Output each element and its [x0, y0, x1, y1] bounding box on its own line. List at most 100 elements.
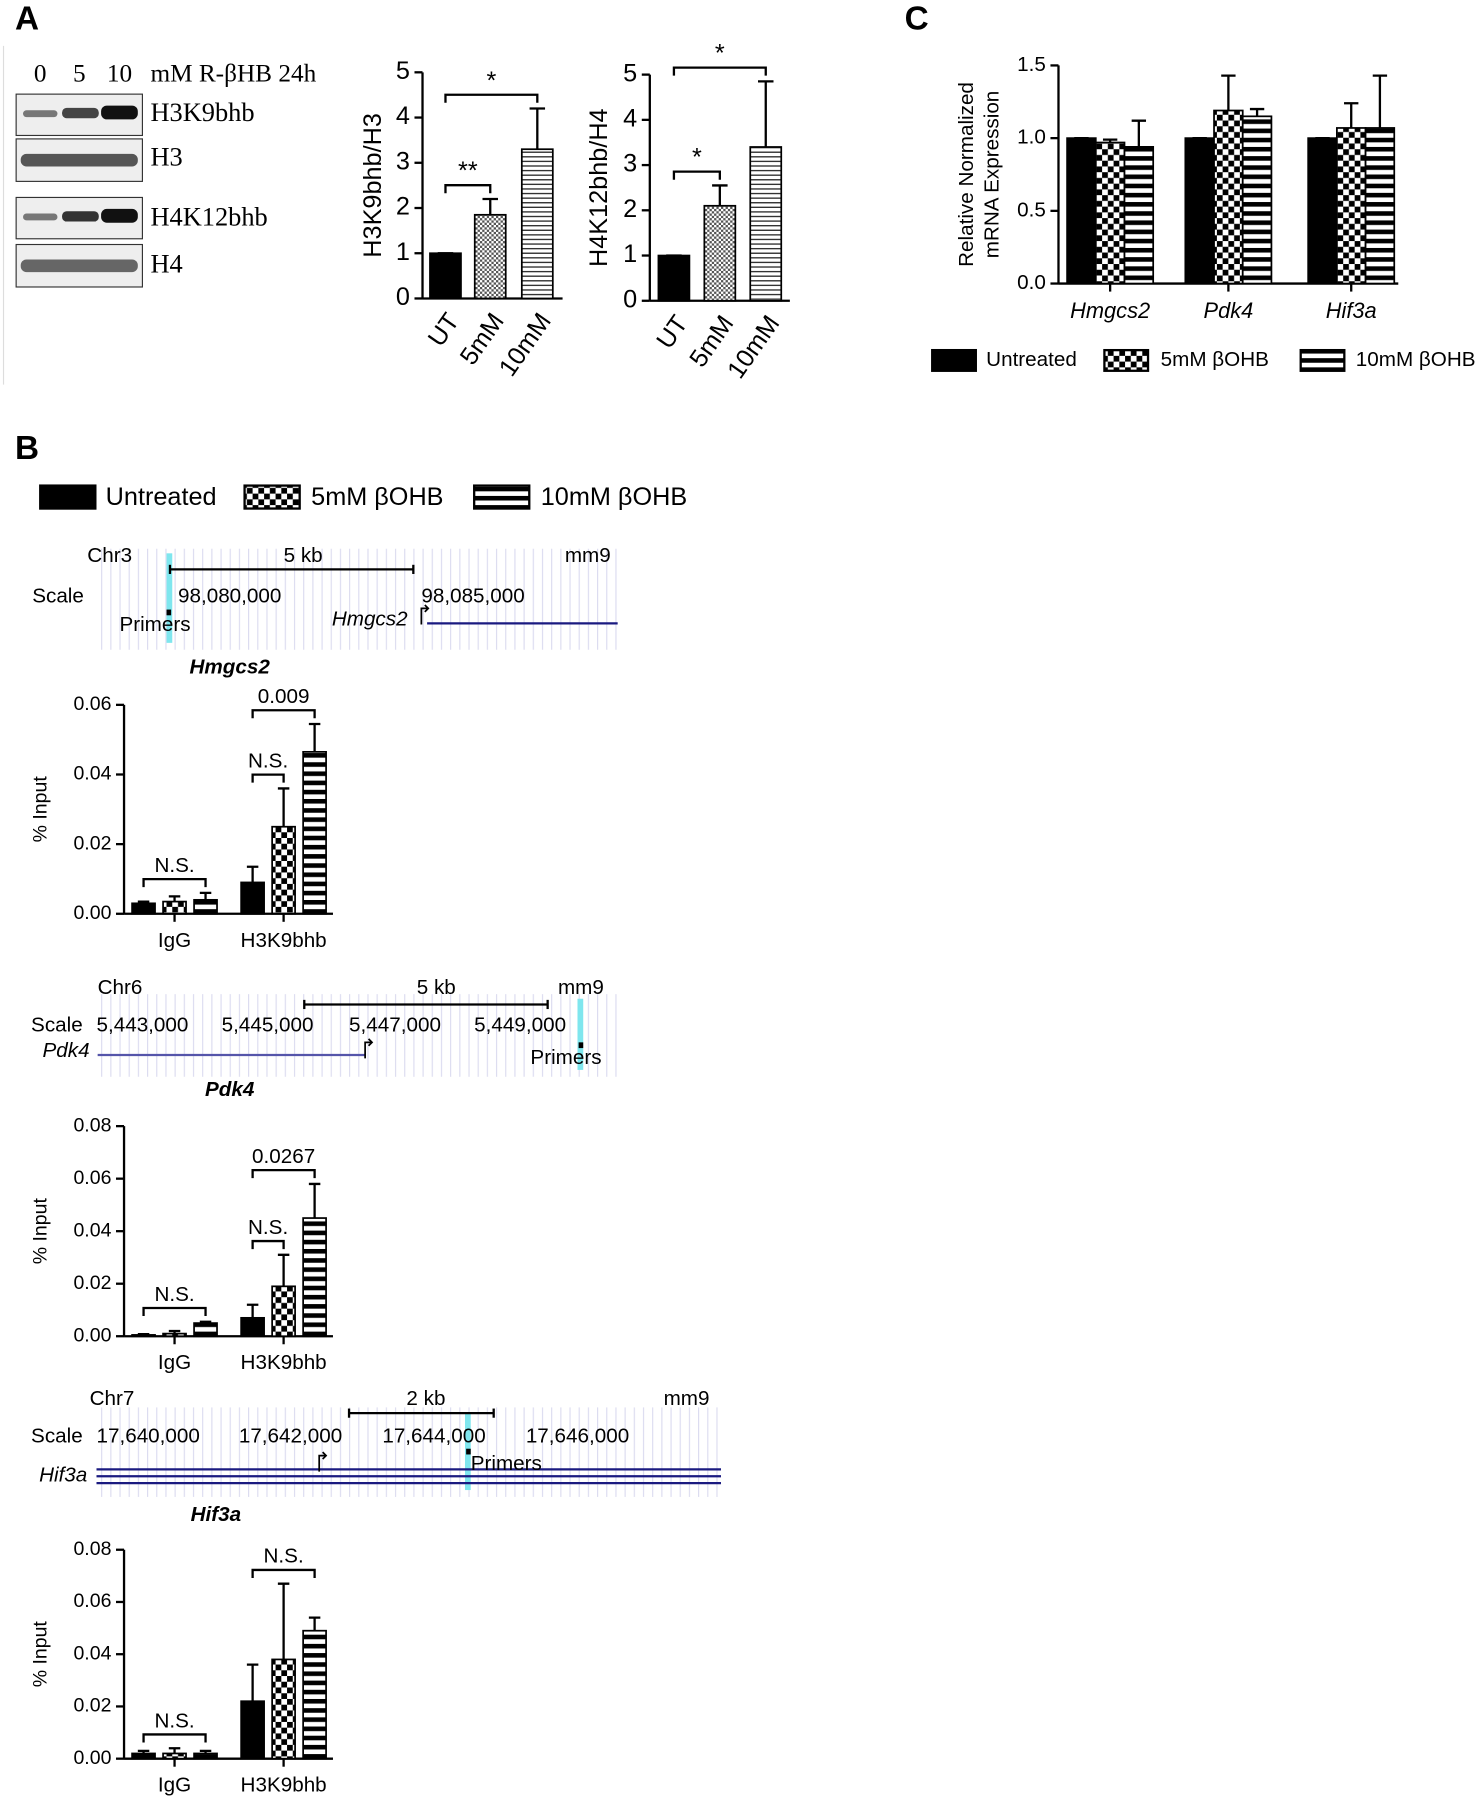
band	[62, 211, 99, 222]
primer-highlight	[577, 998, 584, 1070]
y-tick-label: 0.00	[73, 902, 111, 924]
x-tick-label: Hmgcs2	[1070, 298, 1150, 323]
primer-mark	[166, 609, 172, 616]
blot-row-label: H4K12bhb	[150, 201, 267, 231]
bar	[302, 1629, 327, 1760]
treatment-label: mM R-βHB 24h	[150, 60, 316, 88]
significance-bracket	[251, 709, 316, 719]
primers-label: Primers	[471, 1452, 542, 1475]
error-bar	[137, 1749, 150, 1754]
primers-label: Primers	[119, 613, 190, 636]
panel-label: C	[905, 0, 929, 37]
band	[23, 213, 58, 221]
coordinate: 98,085,000	[421, 584, 524, 607]
scale-label: Scale	[32, 584, 84, 607]
error-bar	[246, 865, 259, 883]
band	[23, 110, 58, 118]
x-tick-label: IgG	[158, 929, 191, 952]
bar	[193, 898, 218, 915]
assembly: mm9	[565, 544, 611, 567]
bar	[1241, 115, 1273, 285]
panel-label: A	[15, 0, 39, 37]
y-tick-label: 5	[396, 57, 410, 85]
y-tick-label: 0.04	[73, 1642, 111, 1664]
legend-swatch	[473, 484, 531, 510]
chromosome: Chr6	[98, 976, 143, 999]
legend-label: Untreated	[106, 483, 217, 511]
error-bar	[199, 891, 212, 900]
y-tick-label: 0.06	[73, 693, 111, 715]
y-axis-label: H4K12bhb/H4	[585, 108, 613, 267]
blot-row-label: H3K9bhb	[150, 97, 254, 127]
scale-bar-label: 5 kb	[417, 976, 456, 999]
primer-mark	[466, 1448, 471, 1455]
y-axis-label: Relative Normalized	[955, 82, 978, 267]
bar	[1213, 109, 1244, 285]
band	[101, 208, 138, 223]
primer-mark	[578, 1042, 584, 1049]
primer-highlight	[166, 553, 173, 643]
bar	[703, 204, 737, 302]
y-tick-label: 3	[623, 150, 637, 178]
y-tick-label: 0.02	[73, 832, 111, 854]
x-tick-label: H3K9bhb	[241, 1774, 327, 1797]
legend-swatch	[1103, 348, 1150, 372]
chart-title: Hif3a	[191, 1503, 242, 1526]
y-tick-label: 1.5	[1017, 53, 1046, 76]
error-bar	[137, 1332, 150, 1336]
error-bar	[308, 1182, 321, 1219]
error-bar	[168, 1329, 181, 1334]
y-axis-label: % Input	[30, 776, 52, 843]
error-bar	[168, 895, 181, 902]
significance-label: 0.009	[258, 685, 310, 708]
coordinate: 98,080,000	[178, 584, 281, 607]
chromosome: Chr3	[87, 544, 132, 567]
significance-label: N.S.	[248, 749, 288, 772]
track-background	[97, 548, 618, 650]
x-tick-label: Pdk4	[1204, 298, 1254, 323]
error-bar	[246, 1303, 259, 1318]
significance-label: N.S.	[248, 1216, 288, 1239]
x-tick-label: UT	[423, 308, 465, 352]
error-bar	[758, 80, 774, 147]
tss-arrow	[420, 604, 430, 625]
y-axis-label: % Input	[30, 1198, 52, 1265]
error-bar	[1344, 102, 1359, 128]
x-tick-label: IgG	[158, 1774, 191, 1797]
tss-arrow	[364, 1038, 374, 1059]
bar	[520, 148, 554, 300]
bar	[240, 1316, 265, 1338]
y-tick-label: 1	[623, 240, 637, 268]
y-tick-label: 4	[623, 105, 637, 133]
error-bar	[199, 1320, 212, 1324]
bar	[302, 750, 327, 915]
y-axis-label: % Input	[30, 1621, 52, 1688]
y-tick-label: 0	[623, 285, 637, 313]
y-tick-label: 0.02	[73, 1272, 111, 1294]
bar	[429, 252, 462, 300]
y-tick-label: 2	[396, 193, 410, 221]
y-axis-label: H3K9bhb/H3	[359, 113, 387, 258]
y-tick-label: 0.06	[73, 1167, 111, 1189]
track-background	[97, 994, 618, 1077]
x-tick-label: Hif3a	[1326, 298, 1377, 323]
legend-swatch	[1299, 348, 1346, 372]
error-bar	[712, 184, 728, 206]
assembly: mm9	[558, 976, 604, 999]
scale-bar-label: 2 kb	[406, 1387, 445, 1410]
assembly: mm9	[664, 1387, 710, 1410]
band	[20, 259, 138, 273]
error-bar	[1131, 119, 1147, 147]
scale-label: Scale	[31, 1014, 83, 1037]
y-tick-label: 0.5	[1017, 198, 1046, 221]
y-tick-label: 0.08	[73, 1114, 111, 1136]
significance-label: **	[458, 157, 478, 185]
bar	[1364, 127, 1396, 285]
y-tick-label: 3	[396, 147, 410, 175]
coordinate: 5,445,000	[222, 1014, 314, 1037]
error-bar	[277, 1253, 290, 1287]
legend-swatch	[931, 348, 977, 372]
gene-label: Hif3a	[39, 1464, 87, 1487]
bar	[162, 1752, 187, 1760]
